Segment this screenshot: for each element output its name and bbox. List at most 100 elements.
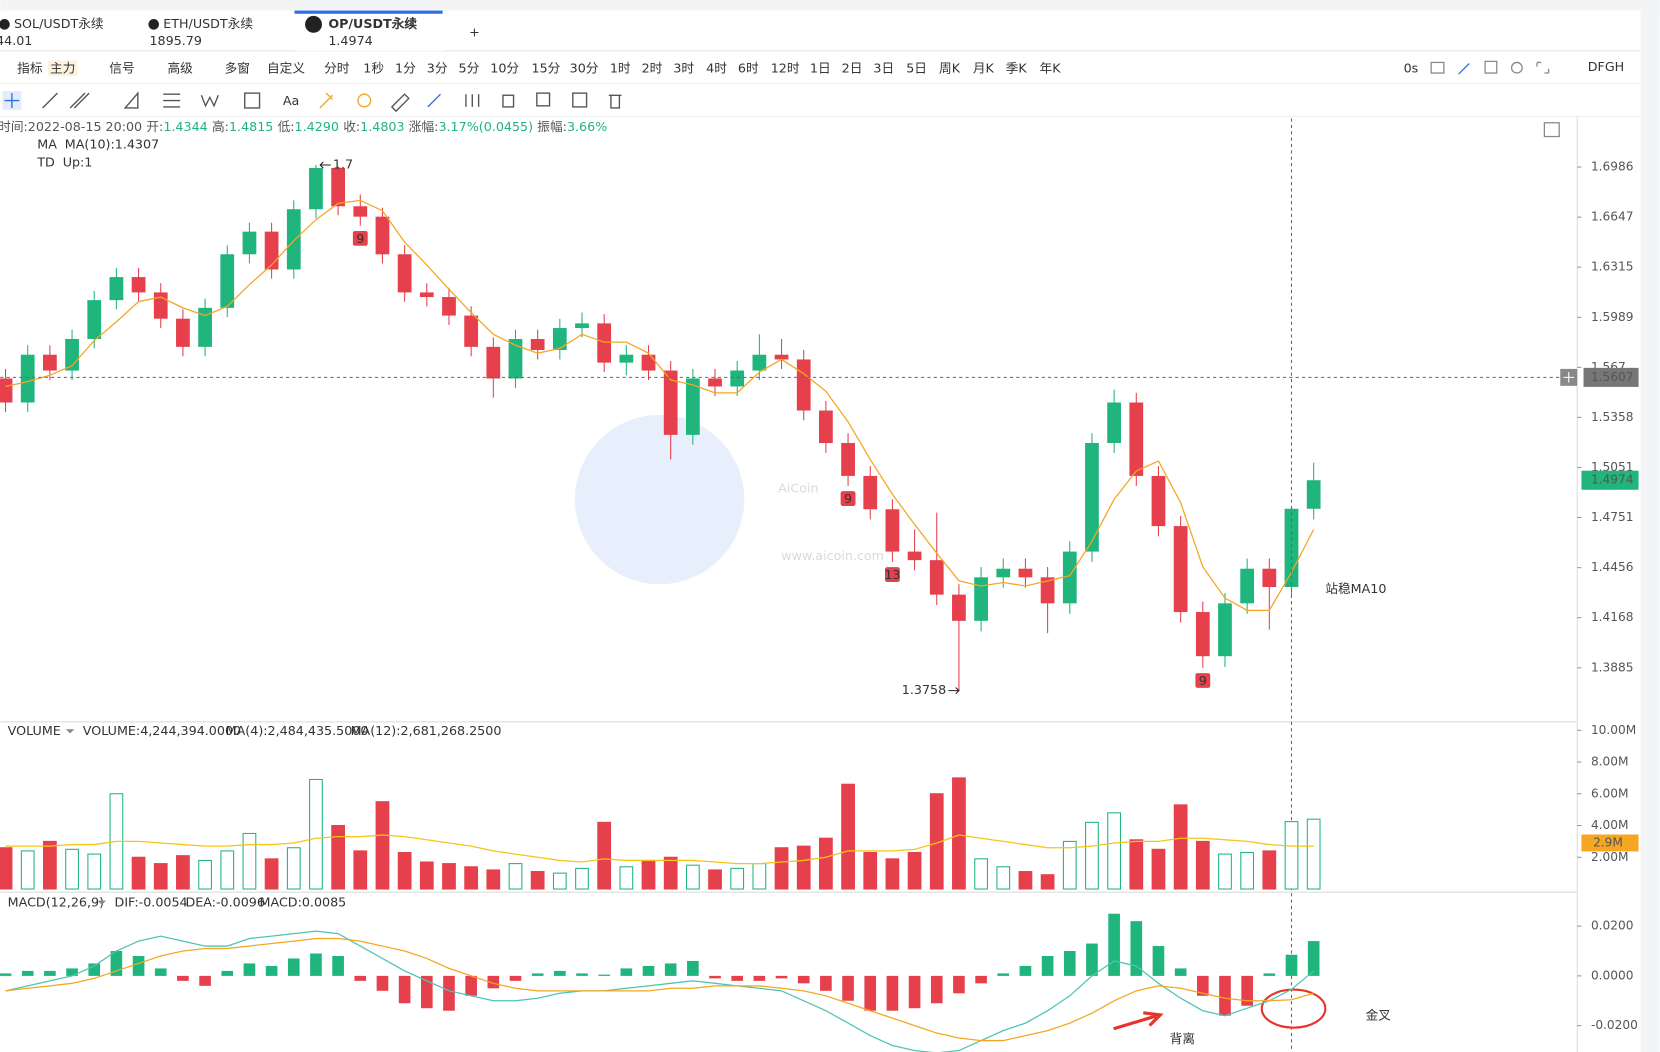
candle-body: [1151, 475, 1166, 527]
toolbar-item[interactable]: 1分: [395, 60, 416, 75]
toolbar-item[interactable]: 信号: [109, 60, 134, 75]
toolbar-item[interactable]: 3分: [427, 60, 448, 75]
toolbar-right[interactable]: DFGH: [1588, 59, 1624, 74]
info-value: 3.17%(0.0455): [438, 119, 533, 134]
tool-brush[interactable]: [319, 92, 334, 109]
macd-bar: [842, 975, 854, 1001]
toolbar-item[interactable]: 3日: [873, 60, 894, 75]
candle-body: [0, 378, 13, 403]
toolbar-item[interactable]: 6时: [738, 60, 759, 75]
toolbar-item[interactable]: 30分: [570, 60, 599, 75]
candle-body: [863, 475, 878, 510]
tab-pair[interactable]: ETH/USDT永续: [163, 16, 253, 31]
tool-rect[interactable]: [244, 92, 261, 109]
toolbar-item[interactable]: 周K: [939, 60, 961, 75]
icon-expand[interactable]: [1543, 122, 1560, 138]
macd-bar: [443, 975, 455, 1011]
tool-fib[interactable]: [163, 93, 181, 108]
candle-body: [974, 577, 988, 621]
add-tab[interactable]: +: [469, 24, 480, 39]
candle-body: [486, 346, 501, 379]
icon-camera[interactable]: [1430, 61, 1445, 74]
toolbar-item[interactable]: 1秒: [363, 60, 384, 75]
volume-bar: [885, 858, 900, 890]
td-mark: 9: [356, 231, 364, 246]
toolbar-item[interactable]: 指标: [17, 60, 43, 75]
volume-bar: [286, 847, 301, 890]
icon-settings[interactable]: [1510, 61, 1523, 74]
toolbar-item[interactable]: 年K: [1040, 60, 1062, 75]
info-value: 1.4815: [229, 119, 273, 134]
tool-copy[interactable]: [536, 92, 551, 107]
volume-bar: [663, 856, 678, 890]
volume-bar: [1262, 850, 1277, 890]
td-mark-bg: [884, 567, 900, 582]
macd-bar: [1174, 968, 1187, 976]
macd-bar: [1152, 946, 1165, 976]
tool-line[interactable]: [42, 92, 58, 109]
volume-bar: [1129, 839, 1144, 890]
tool-delete[interactable]: [608, 94, 622, 109]
tab-pair[interactable]: OP/USDT永续: [328, 16, 417, 31]
macd-bar: [154, 968, 167, 976]
toolbar-item[interactable]: 5分: [459, 60, 480, 75]
toolbar-item[interactable]: 2时: [642, 60, 663, 75]
scrollbar[interactable]: [1640, 0, 1660, 1052]
macd-bar: [775, 975, 788, 979]
toolbar-item[interactable]: 15分: [532, 60, 561, 75]
toolbar-item[interactable]: 多窗: [225, 60, 250, 75]
toolbar-item[interactable]: 主力: [50, 60, 75, 75]
tool-text[interactable]: Aa: [283, 93, 299, 108]
icon-fullscreen[interactable]: [1536, 61, 1550, 74]
tool-pen[interactable]: [427, 93, 442, 108]
icon-pen[interactable]: [1458, 63, 1470, 75]
macd-bar: [287, 958, 300, 976]
volume-bar: [442, 863, 456, 890]
info-value: 1.4803: [360, 119, 404, 134]
crosshair-label-bg: [1583, 367, 1639, 387]
candle-body: [508, 338, 523, 379]
toolbar-item[interactable]: 1时: [610, 60, 631, 75]
tool-crosshair[interactable]: [4, 93, 20, 108]
candle-body: [530, 338, 545, 350]
watermark-text: AiCoin: [778, 480, 818, 495]
toolbar-item[interactable]: 高级: [167, 60, 193, 75]
candle-body: [841, 443, 855, 476]
tag-bg: [47, 60, 78, 77]
active-tab[interactable]: [294, 10, 443, 51]
toolbar-item[interactable]: 自定义: [267, 60, 305, 75]
candle-body: [220, 254, 235, 308]
macd-bar: [310, 953, 322, 976]
tool-ruler[interactable]: [390, 93, 410, 113]
tool-bars[interactable]: [465, 94, 480, 107]
macd-bar: [221, 970, 234, 976]
toolbar-item[interactable]: 2日: [842, 60, 863, 75]
tool-lock[interactable]: [502, 94, 515, 108]
toolbar-item[interactable]: 1日: [810, 60, 831, 75]
tool-triangle[interactable]: [123, 91, 139, 109]
tool-wave[interactable]: [200, 94, 219, 108]
volume-bar: [597, 821, 612, 890]
info-value: 2022-08-15 20:00: [28, 119, 142, 134]
info-label: 高:: [212, 119, 229, 134]
macd-bar: [420, 975, 433, 1009]
icon-window[interactable]: [1484, 60, 1498, 74]
tool-edit[interactable]: [572, 92, 588, 108]
legend-caret: [65, 729, 75, 734]
tool-circle[interactable]: [357, 93, 372, 108]
toolbar-item[interactable]: 季K: [1006, 60, 1028, 75]
toolbar-right[interactable]: 0s: [1404, 60, 1419, 75]
toolbar-item[interactable]: 5日: [906, 60, 927, 75]
y-tick-label: 1.5358: [1591, 410, 1634, 424]
y-tick-label: 1.4751: [1591, 510, 1634, 524]
tab-pair[interactable]: SOL/USDT永续: [14, 16, 104, 31]
volume-bar: [309, 778, 323, 890]
toolbar-item[interactable]: 月K: [973, 60, 995, 75]
toolbar-item[interactable]: 4时: [706, 60, 727, 75]
toolbar-item[interactable]: 3时: [673, 60, 694, 75]
tool-channel[interactable]: [69, 92, 90, 109]
toolbar-item[interactable]: 分时: [324, 60, 350, 75]
toolbar-item[interactable]: 12时: [771, 60, 800, 75]
toolbar-item[interactable]: 10分: [490, 60, 519, 75]
